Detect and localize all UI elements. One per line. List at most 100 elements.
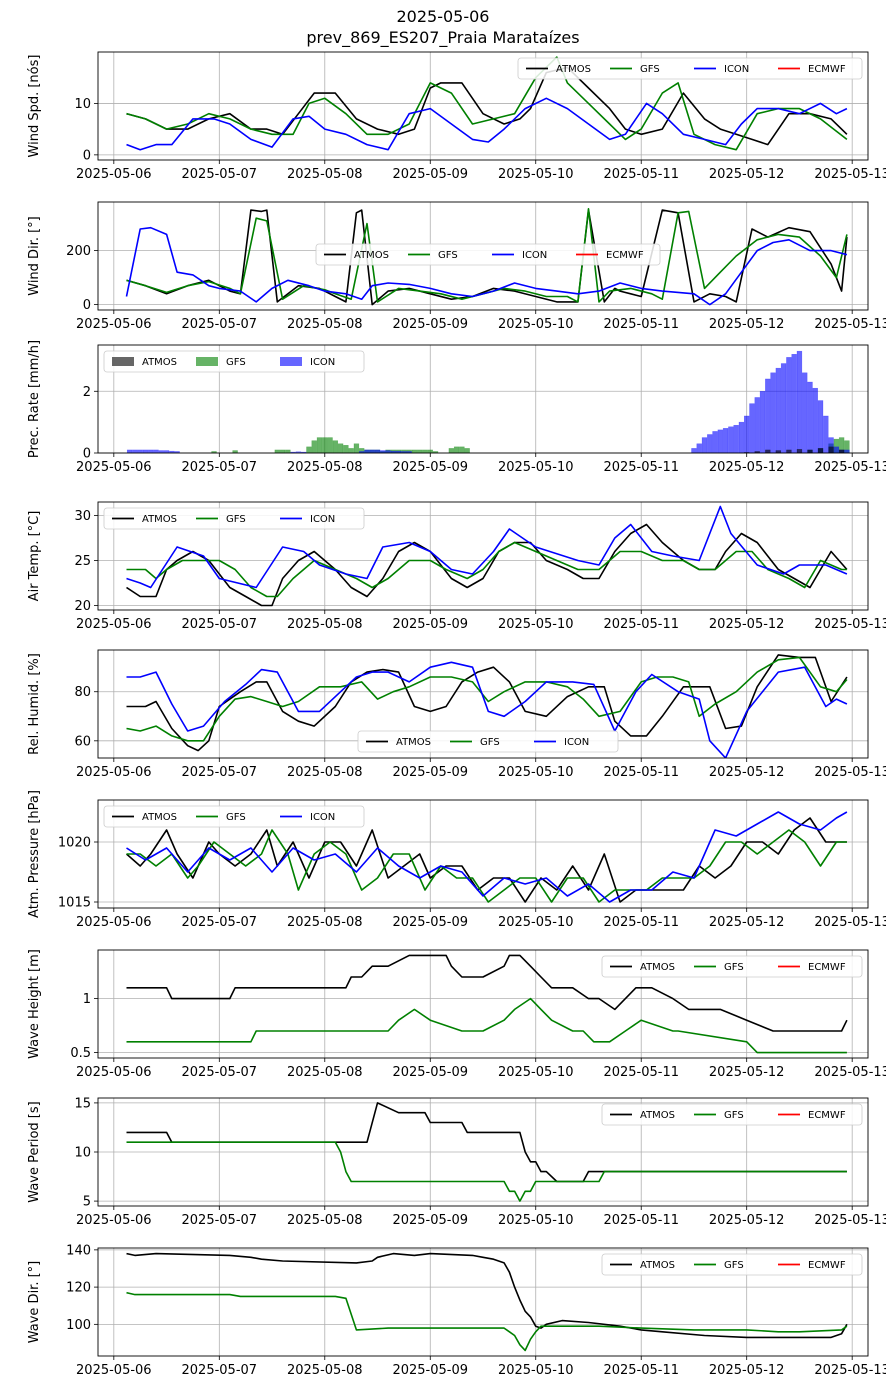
series-line-atmos bbox=[126, 209, 848, 306]
series-line-atmos bbox=[126, 654, 848, 752]
legend: ATMOS GFS ICON bbox=[103, 507, 365, 530]
plot-area bbox=[126, 654, 848, 758]
plot-area bbox=[126, 1252, 848, 1352]
bar-atmos bbox=[796, 449, 803, 453]
x-tick-label: 2025-05-06 bbox=[76, 460, 152, 475]
y-tick-label: 10 bbox=[74, 97, 91, 112]
bar-gfs bbox=[332, 440, 339, 453]
legend-box bbox=[103, 805, 365, 828]
bar-icon bbox=[137, 449, 143, 453]
legend: ATMOS GFS ICON ECMWF bbox=[517, 57, 863, 80]
series-line-atmos bbox=[126, 954, 848, 1032]
bar-gfs bbox=[432, 451, 439, 453]
x-tick-label: 2025-05-10 bbox=[498, 1363, 574, 1378]
x-tick-label: 2025-05-12 bbox=[709, 1213, 785, 1228]
bar-gfs bbox=[232, 450, 238, 453]
legend-label-gfs: GFS bbox=[724, 1260, 744, 1271]
x-tick-label: 2025-05-13 bbox=[814, 765, 886, 780]
x-tick-label: 2025-05-13 bbox=[814, 460, 886, 475]
legend-label-atmos: ATMOS bbox=[640, 1110, 675, 1121]
bar-gfs bbox=[427, 449, 433, 453]
bar-icon bbox=[744, 415, 750, 453]
bar-icon bbox=[765, 378, 771, 453]
y-tick-label: 20 bbox=[74, 599, 91, 614]
legend-label-icon: ICON bbox=[564, 737, 589, 748]
x-tick-label: 2025-05-09 bbox=[392, 765, 468, 780]
y-tick-label: 0.5 bbox=[70, 1046, 91, 1061]
legend-box bbox=[315, 243, 661, 266]
bar-icon bbox=[791, 354, 797, 453]
y-tick-label: 1015 bbox=[58, 896, 91, 911]
figure-subtitle: prev_869_ES207_Praia Marataízes bbox=[306, 28, 580, 47]
x-tick-label: 2025-05-07 bbox=[182, 765, 258, 780]
y-axis-label: Wave Period [s] bbox=[27, 1101, 42, 1202]
bar-icon bbox=[780, 363, 787, 453]
x-tick-label: 2025-05-08 bbox=[287, 617, 363, 632]
bar-gfs bbox=[453, 446, 460, 453]
legend-box bbox=[103, 350, 365, 373]
x-tick-label: 2025-05-08 bbox=[287, 1213, 363, 1228]
x-tick-label: 2025-05-07 bbox=[182, 1065, 258, 1080]
bar-atmos bbox=[807, 449, 813, 453]
legend-label-ecmwf: ECMWF bbox=[808, 962, 846, 973]
bar-gfs bbox=[337, 443, 344, 453]
axes-frame bbox=[97, 501, 869, 611]
legend-label-gfs: GFS bbox=[724, 1110, 744, 1121]
x-tick-label: 2025-05-13 bbox=[814, 1065, 886, 1080]
legend-label-atmos: ATMOS bbox=[640, 1260, 675, 1271]
bar-icon bbox=[369, 449, 375, 453]
bar-icon bbox=[174, 451, 180, 453]
x-tick-label: 2025-05-07 bbox=[182, 167, 258, 182]
x-tick-label: 2025-05-11 bbox=[603, 1065, 679, 1080]
x-tick-label: 2025-05-08 bbox=[287, 460, 363, 475]
x-tick-label: 2025-05-13 bbox=[814, 317, 886, 332]
y-axis-label: Wind Spd. [nós] bbox=[27, 55, 42, 158]
bar-atmos bbox=[765, 449, 771, 453]
series-line-gfs bbox=[126, 56, 848, 151]
bar-gfs bbox=[838, 437, 845, 453]
x-tick-label: 2025-05-12 bbox=[709, 460, 785, 475]
x-tick-label: 2025-05-10 bbox=[498, 765, 574, 780]
axes-frame bbox=[97, 649, 869, 759]
bar-icon bbox=[142, 449, 149, 453]
bar-icon bbox=[153, 449, 159, 453]
bar-gfs bbox=[322, 437, 328, 453]
bar-icon bbox=[828, 437, 834, 453]
bar-gfs bbox=[274, 449, 281, 453]
x-tick-label: 2025-05-07 bbox=[182, 617, 258, 632]
x-tick-label: 2025-05-10 bbox=[498, 617, 574, 632]
bar-gfs bbox=[448, 448, 455, 453]
series-line-gfs bbox=[126, 208, 848, 303]
legend-box bbox=[601, 1103, 863, 1126]
legend: ATMOS GFS ICON ECMWF bbox=[315, 243, 661, 266]
bar-gfs bbox=[464, 448, 470, 453]
x-tick-label: 2025-05-07 bbox=[182, 915, 258, 930]
panel-precipitation: 2025-05-06 2025-05-07 2025-05-08 2025-05-09… bbox=[27, 340, 886, 475]
bar-icon bbox=[754, 397, 760, 453]
bar-icon bbox=[728, 426, 734, 453]
x-tick-label: 2025-05-11 bbox=[603, 765, 679, 780]
bar-gfs bbox=[411, 449, 418, 453]
x-tick-label: 2025-05-06 bbox=[76, 765, 152, 780]
bar-icon bbox=[707, 434, 713, 453]
y-tick-label: 1020 bbox=[58, 836, 91, 851]
figure-title-block: 2025-05-06 prev_869_ES207_Praia Marataíz… bbox=[0, 6, 886, 48]
bar-gfs bbox=[353, 443, 360, 453]
plot-area bbox=[125, 208, 848, 306]
bar-icon bbox=[158, 450, 164, 453]
bar-gfs bbox=[306, 446, 312, 453]
bar-icon bbox=[126, 449, 133, 453]
bar-icon bbox=[359, 451, 365, 453]
series-line-gfs bbox=[126, 1291, 848, 1352]
axes-frame bbox=[97, 949, 869, 1059]
legend: ATMOS GFS ICON bbox=[357, 730, 619, 753]
axes-frame bbox=[97, 1247, 869, 1357]
bar-gfs bbox=[833, 438, 840, 453]
bar-gfs bbox=[279, 449, 286, 453]
legend-label-atmos: ATMOS bbox=[142, 812, 177, 823]
x-tick-label: 2025-05-13 bbox=[814, 1213, 886, 1228]
bar-icon bbox=[823, 415, 829, 453]
bar-icon bbox=[802, 372, 808, 453]
bar-icon bbox=[701, 437, 708, 453]
y-tick-label: 120 bbox=[66, 1281, 91, 1296]
